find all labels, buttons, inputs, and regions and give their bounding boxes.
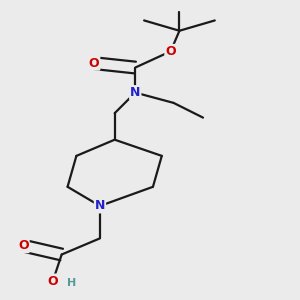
- Text: O: O: [18, 239, 29, 252]
- Text: H: H: [67, 278, 76, 287]
- Text: O: O: [165, 45, 176, 58]
- Text: N: N: [130, 86, 140, 99]
- Text: O: O: [89, 57, 99, 70]
- Text: O: O: [47, 274, 58, 287]
- Text: N: N: [95, 200, 105, 212]
